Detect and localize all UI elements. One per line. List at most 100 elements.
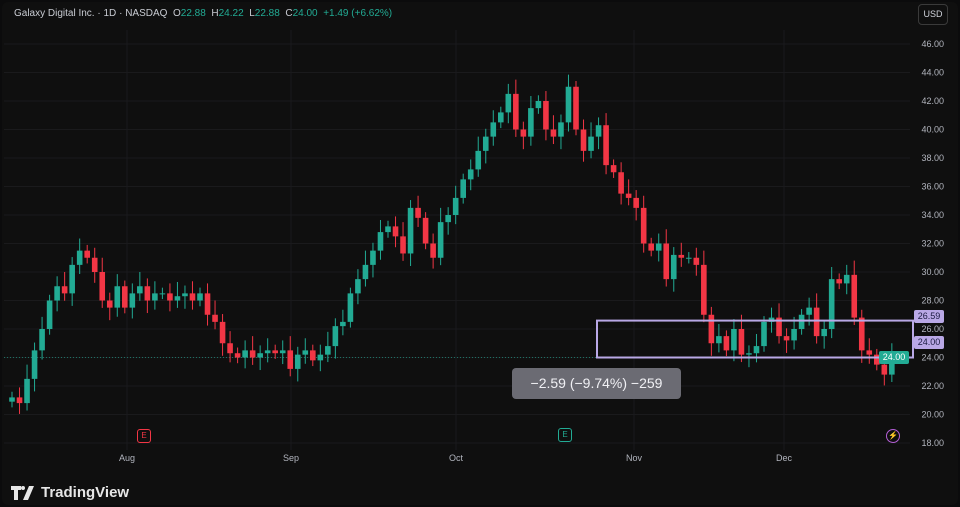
candle-body bbox=[836, 279, 842, 284]
candle-body bbox=[294, 354, 301, 369]
earnings-icon[interactable]: E bbox=[137, 429, 151, 443]
candle-body bbox=[565, 86, 572, 123]
interval: 1D bbox=[103, 8, 117, 19]
candle-body bbox=[588, 136, 594, 151]
candle-body bbox=[340, 321, 346, 327]
candle-body bbox=[24, 378, 30, 404]
currency-button[interactable]: USD bbox=[918, 4, 948, 25]
price-axis-label: 34.00 bbox=[921, 210, 944, 220]
candle-body bbox=[204, 293, 211, 315]
candle-body bbox=[39, 329, 45, 351]
candle-body bbox=[753, 346, 760, 354]
candle-body bbox=[580, 129, 587, 151]
time-axis-label: Oct bbox=[449, 453, 464, 463]
candle-body bbox=[610, 165, 617, 173]
symbol-name[interactable]: Galaxy Digital Inc. bbox=[14, 8, 95, 19]
tradingview-logo[interactable]: TradingView bbox=[11, 484, 129, 501]
candle-body bbox=[76, 250, 83, 265]
candle-body bbox=[144, 286, 151, 301]
candle-body bbox=[490, 122, 497, 137]
candle-body bbox=[828, 279, 835, 329]
candle-body bbox=[716, 336, 722, 344]
candle-body bbox=[106, 300, 113, 308]
price-axis-label: 38.00 bbox=[921, 153, 944, 163]
candle-body bbox=[377, 232, 384, 251]
candle-body bbox=[866, 350, 873, 355]
price-axis-label: 22.00 bbox=[921, 381, 944, 391]
candle-body bbox=[422, 217, 429, 244]
candle-body bbox=[452, 197, 459, 215]
candle-body bbox=[445, 215, 451, 223]
candle-body bbox=[430, 243, 436, 258]
candle-body bbox=[61, 286, 68, 294]
price-axis-label: 32.00 bbox=[921, 239, 944, 249]
candle-body bbox=[287, 350, 294, 369]
candle-body bbox=[505, 93, 512, 113]
candle-body bbox=[9, 397, 15, 402]
candle-body bbox=[573, 86, 579, 130]
measure-bottom-price-label: 24.00 bbox=[914, 336, 944, 349]
candle-body bbox=[249, 350, 256, 358]
candle-body bbox=[821, 329, 827, 337]
price-axis-label: 46.00 bbox=[921, 39, 944, 49]
candle-body bbox=[54, 286, 60, 301]
lightning-icon[interactable]: ⚡ bbox=[886, 429, 900, 443]
candle-body bbox=[603, 125, 609, 166]
candle-body bbox=[693, 257, 700, 265]
earnings-icon[interactable]: E bbox=[558, 428, 572, 442]
candle-body bbox=[783, 336, 790, 341]
candle-body bbox=[558, 122, 564, 137]
price-axis-label: 18.00 bbox=[921, 438, 944, 448]
candle-body bbox=[385, 226, 391, 233]
tradingview-logo-icon bbox=[11, 485, 34, 500]
price-axis-label: 44.00 bbox=[921, 68, 944, 78]
time-axis-label: Sep bbox=[283, 453, 299, 463]
time-axis-label: Nov bbox=[626, 453, 643, 463]
candle-body bbox=[279, 350, 286, 354]
exchange: NASDAQ bbox=[125, 8, 168, 19]
candle-body bbox=[31, 350, 38, 379]
candle-body bbox=[257, 353, 263, 358]
candle-body bbox=[219, 321, 226, 344]
candle-body bbox=[325, 346, 331, 355]
price-axis-label: 42.00 bbox=[921, 96, 944, 106]
candle-body bbox=[851, 274, 858, 318]
candle-body bbox=[520, 129, 527, 137]
candle-body bbox=[858, 317, 865, 351]
measure-top-price-label: 26.59 bbox=[914, 310, 944, 323]
candle-body bbox=[889, 357, 895, 375]
close-value: 24.00 bbox=[292, 8, 318, 19]
candle-body bbox=[648, 243, 654, 251]
price-axis-label: 40.00 bbox=[921, 125, 944, 135]
candle-body bbox=[513, 93, 519, 130]
candle-body bbox=[189, 293, 196, 301]
candle-body bbox=[618, 172, 624, 194]
open-value: 22.88 bbox=[180, 8, 206, 19]
price-axis-label: 36.00 bbox=[921, 182, 944, 192]
candle-body bbox=[475, 150, 482, 170]
measure-range-box[interactable] bbox=[596, 319, 914, 359]
candle-body bbox=[242, 350, 248, 358]
time-axis-label: Dec bbox=[776, 453, 793, 463]
candle-body bbox=[264, 350, 271, 354]
candle-body bbox=[528, 108, 534, 137]
measure-label: −2.59 (−9.74%) −259 bbox=[512, 368, 681, 399]
candle-body bbox=[791, 329, 797, 341]
candle-body bbox=[678, 254, 685, 258]
candle-body bbox=[310, 350, 316, 361]
candle-body bbox=[595, 125, 602, 137]
candle-body bbox=[362, 264, 369, 280]
candle-body bbox=[723, 336, 730, 351]
candle-body bbox=[114, 286, 121, 308]
candle-body bbox=[467, 169, 474, 180]
candle-body bbox=[670, 254, 677, 280]
candle-body bbox=[881, 364, 888, 375]
candle-body bbox=[437, 222, 444, 258]
candle-body bbox=[122, 286, 128, 308]
candle-body bbox=[550, 129, 557, 137]
candle-body bbox=[84, 250, 90, 258]
candle-body bbox=[355, 279, 361, 294]
candle-body bbox=[197, 293, 203, 301]
